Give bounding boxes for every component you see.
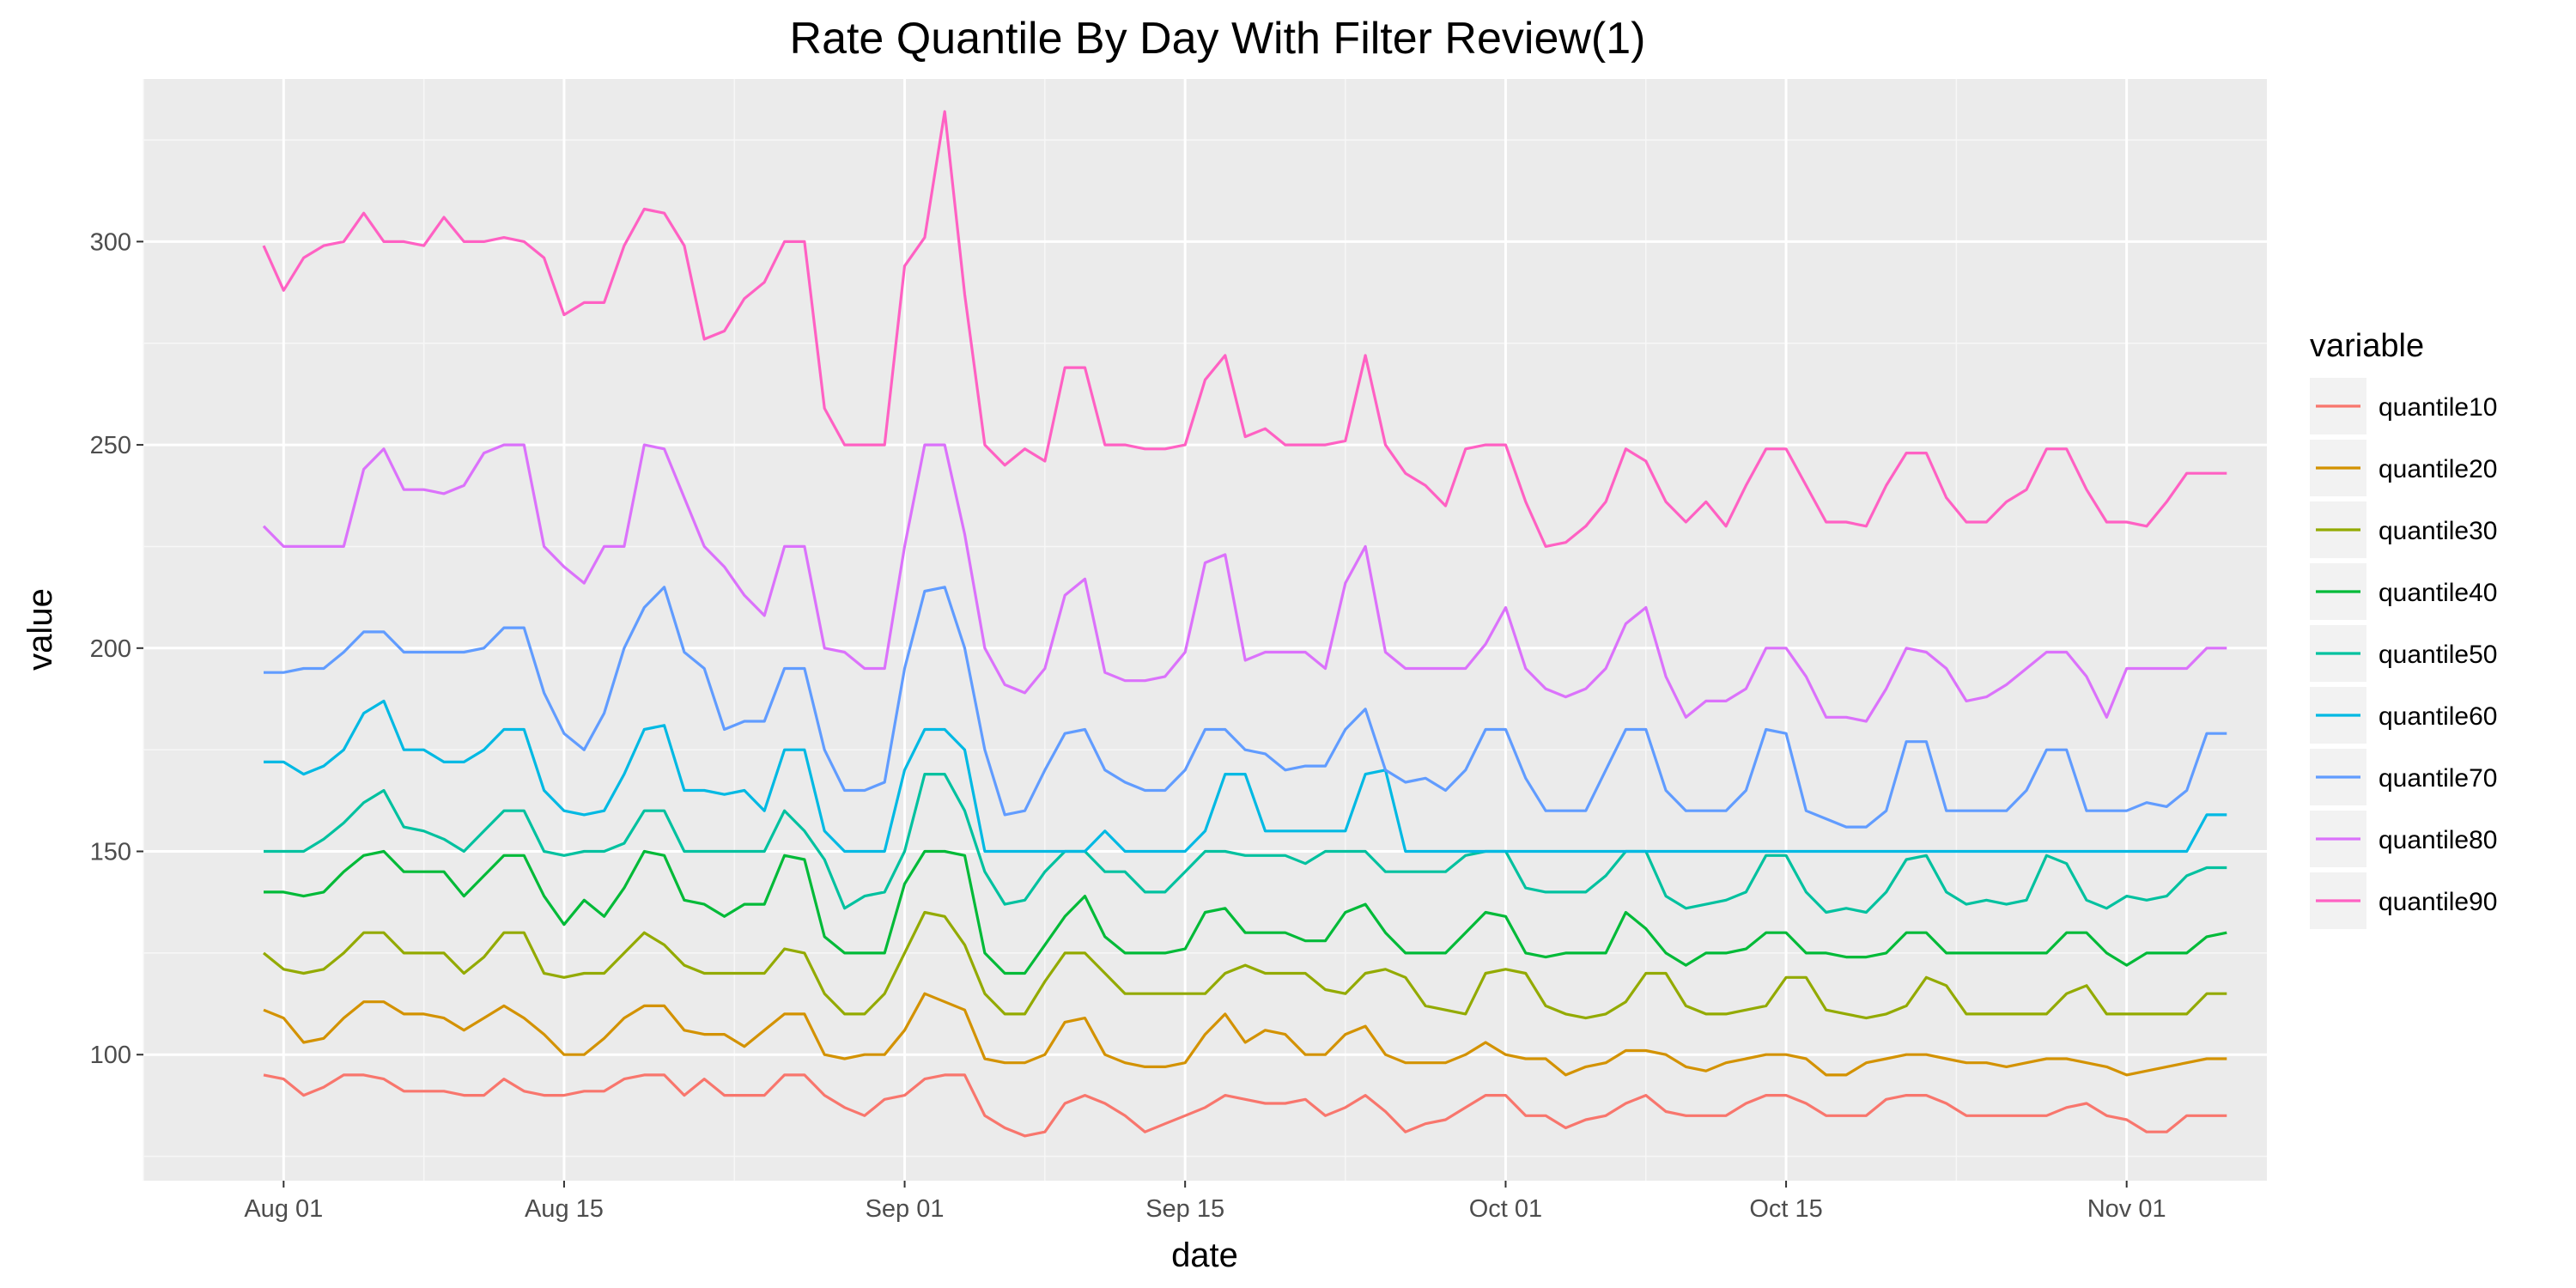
legend-item-quantile80: quantile80	[2310, 811, 2497, 867]
series-line-quantile60	[264, 699, 2227, 854]
legend: variable quantile10quantile20quantile30q…	[2310, 328, 2497, 929]
x-tick-label: Oct 01	[1469, 1195, 1542, 1223]
series-line-quantile30	[262, 910, 2227, 1020]
x-tick-label: Sep 15	[1145, 1195, 1224, 1223]
legend-label: quantile60	[2379, 702, 2497, 731]
x-axis-title: date	[1171, 1236, 1238, 1274]
legend-label: quantile30	[2379, 517, 2497, 545]
x-tick-label: Oct 15	[1749, 1195, 1822, 1223]
legend-label: quantile90	[2379, 888, 2497, 916]
legend-item-quantile20: quantile20	[2310, 440, 2497, 496]
x-tick-label: Nov 01	[2087, 1195, 2166, 1223]
minor-gridlines	[143, 79, 2267, 1181]
legend-items: quantile10 quantile20 quantile30 quantile40…	[2310, 378, 2497, 929]
y-axis: 100 150 200 250 300	[90, 228, 143, 1069]
legend-label: quantile50	[2379, 641, 2497, 669]
legend-label: quantile40	[2379, 579, 2497, 607]
legend-item-quantile40: quantile40	[2310, 563, 2497, 620]
x-tick-label: Sep 01	[866, 1195, 945, 1223]
legend-label: quantile70	[2379, 764, 2497, 793]
legend-label: quantile10	[2379, 393, 2497, 422]
legend-item-quantile30: quantile30	[2310, 501, 2497, 558]
chart-title: Rate Quantile By Day With Filter Review(…	[790, 14, 1646, 64]
legend-item-quantile50: quantile50	[2310, 625, 2497, 682]
legend-label: quantile20	[2379, 455, 2497, 483]
legend-label: quantile80	[2379, 826, 2497, 854]
y-axis-title: value	[21, 588, 59, 671]
legend-item-quantile90: quantile90	[2310, 872, 2497, 929]
series-line-quantile20	[263, 992, 2227, 1077]
x-axis: Aug 01 Aug 15 Sep 01 Sep 15 Oct 01 Oct 15 Nov …	[244, 1181, 2166, 1223]
y-tick-label: 100	[90, 1042, 131, 1069]
y-tick-label: 150	[90, 839, 131, 866]
legend-item-quantile10: quantile10	[2310, 378, 2497, 434]
y-tick-label: 200	[90, 635, 131, 663]
y-tick-label: 300	[90, 228, 131, 256]
series-line-quantile70	[264, 586, 2227, 829]
legend-item-quantile60: quantile60	[2310, 687, 2497, 744]
y-tick-label: 250	[90, 432, 131, 459]
series-line-quantile40	[264, 849, 2227, 975]
legend-item-quantile70: quantile70	[2310, 749, 2497, 805]
series-line-quantile50	[264, 772, 2227, 914]
series-lines	[262, 110, 2227, 1138]
x-tick-label: Aug 01	[244, 1195, 323, 1223]
x-tick-label: Aug 15	[525, 1195, 604, 1223]
series-line-quantile80	[262, 443, 2227, 723]
legend-title: variable	[2310, 328, 2424, 364]
series-line-quantile10	[263, 1073, 2227, 1138]
plot-panel	[143, 79, 2267, 1181]
series-line-quantile90	[262, 110, 2227, 549]
